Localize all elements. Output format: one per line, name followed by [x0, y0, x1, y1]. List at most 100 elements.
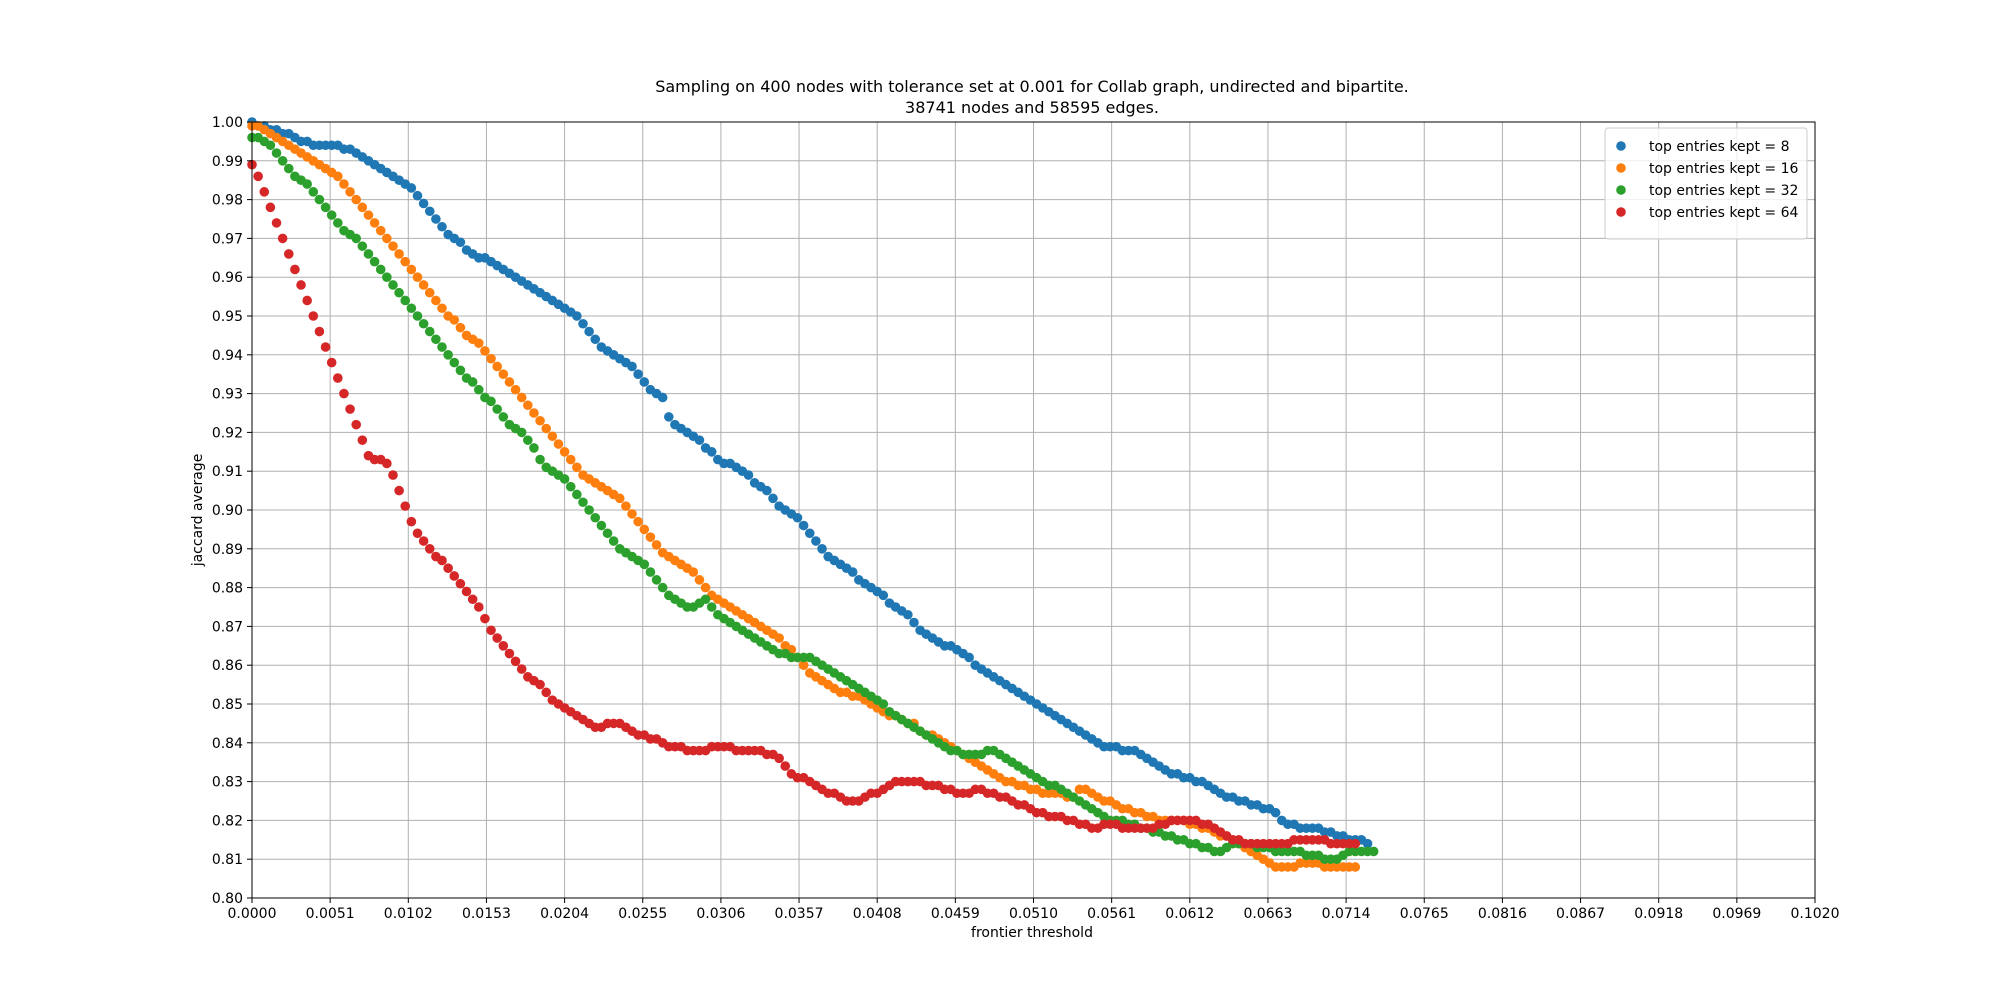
data-point [706, 602, 717, 612]
data-point [437, 555, 447, 566]
data-point [283, 163, 294, 174]
data-point [333, 218, 343, 228]
data-point [406, 183, 417, 193]
data-point [627, 509, 637, 519]
data-point [382, 233, 392, 244]
data-point [565, 454, 576, 465]
data-point [473, 384, 484, 395]
data-point [602, 528, 613, 539]
data-point [455, 322, 466, 333]
data-point [529, 443, 539, 453]
data-point [504, 377, 515, 387]
data-point [565, 481, 576, 492]
y-tick-label: 0.90 [212, 503, 243, 519]
y-tick-label: 0.88 [212, 581, 243, 597]
y-tick-label: 0.92 [212, 425, 243, 441]
data-point [388, 280, 398, 290]
y-tick-label: 0.99 [212, 154, 243, 170]
data-point [339, 179, 349, 189]
x-tick-label: 0.0510 [1009, 906, 1058, 922]
data-point [639, 377, 650, 387]
data-point [418, 198, 429, 209]
data-point [363, 210, 374, 220]
data-point [878, 699, 889, 709]
data-point [774, 633, 784, 643]
data-point [473, 602, 484, 612]
y-tick-label: 0.96 [212, 270, 243, 286]
data-point [412, 190, 423, 201]
data-point [394, 485, 404, 496]
data-point [418, 318, 429, 329]
y-axis-label: jaccard average [190, 454, 206, 568]
data-point [357, 202, 368, 213]
legend-marker [1616, 163, 1626, 173]
data-point [1362, 838, 1373, 849]
data-point [351, 194, 362, 205]
data-point [357, 435, 368, 445]
data-point [657, 582, 668, 593]
y-tick-label: 0.98 [212, 193, 243, 209]
data-point [424, 206, 435, 217]
data-point [535, 454, 545, 465]
data-point [431, 334, 441, 345]
data-point [296, 280, 306, 290]
data-point [492, 361, 502, 372]
data-point [431, 214, 441, 224]
y-tick-label: 0.85 [212, 697, 243, 713]
data-point [553, 439, 564, 449]
data-point [1368, 846, 1379, 857]
data-point [431, 295, 441, 306]
data-point [357, 241, 368, 251]
data-point [412, 311, 423, 321]
data-point [516, 664, 527, 674]
legend-label: top entries kept = 32 [1649, 183, 1798, 199]
data-point [277, 156, 288, 166]
data-point [572, 462, 582, 473]
data-point [369, 218, 380, 228]
y-tick-label: 0.87 [212, 619, 243, 635]
data-point [320, 202, 331, 213]
data-point [664, 412, 674, 422]
data-point [1350, 862, 1361, 872]
x-tick-label: 0.0102 [384, 906, 433, 922]
data-point [406, 303, 417, 314]
x-tick-label: 0.0816 [1478, 906, 1527, 922]
data-point [510, 384, 521, 395]
y-tick-label: 0.97 [212, 231, 243, 247]
data-point [388, 241, 398, 251]
data-point [437, 303, 447, 314]
data-point [449, 315, 460, 325]
y-tick-label: 0.91 [212, 464, 243, 480]
data-point [418, 536, 429, 546]
data-point [492, 404, 502, 414]
data-point [578, 318, 588, 329]
data-point [798, 660, 809, 670]
series-1-points [247, 117, 1373, 849]
y-tick-label: 0.82 [212, 813, 243, 829]
data-point [271, 218, 282, 228]
data-point [516, 427, 527, 438]
data-point [743, 470, 754, 480]
data-point [523, 435, 533, 445]
data-point [406, 264, 417, 275]
x-tick-label: 0.0714 [1322, 906, 1371, 922]
data-point [400, 501, 411, 511]
chart-title: Sampling on 400 nodes with tolerance set… [655, 77, 1409, 96]
data-point [455, 578, 466, 589]
data-point [645, 532, 656, 542]
x-tick-label: 0.0051 [306, 906, 355, 922]
series-3-points [247, 132, 1379, 864]
x-tick-label: 0.0357 [775, 906, 824, 922]
x-tick-label: 0.0765 [1400, 906, 1449, 922]
data-point [394, 249, 404, 259]
data-point [412, 272, 423, 283]
data-point [400, 295, 411, 306]
data-point [596, 520, 607, 531]
data-point [498, 412, 509, 422]
data-point [480, 346, 490, 356]
data-point [547, 431, 558, 442]
data-point [633, 369, 643, 380]
x-tick-label: 0.0867 [1556, 906, 1605, 922]
x-axis-label: frontier threshold [971, 925, 1093, 941]
data-point [572, 489, 582, 500]
